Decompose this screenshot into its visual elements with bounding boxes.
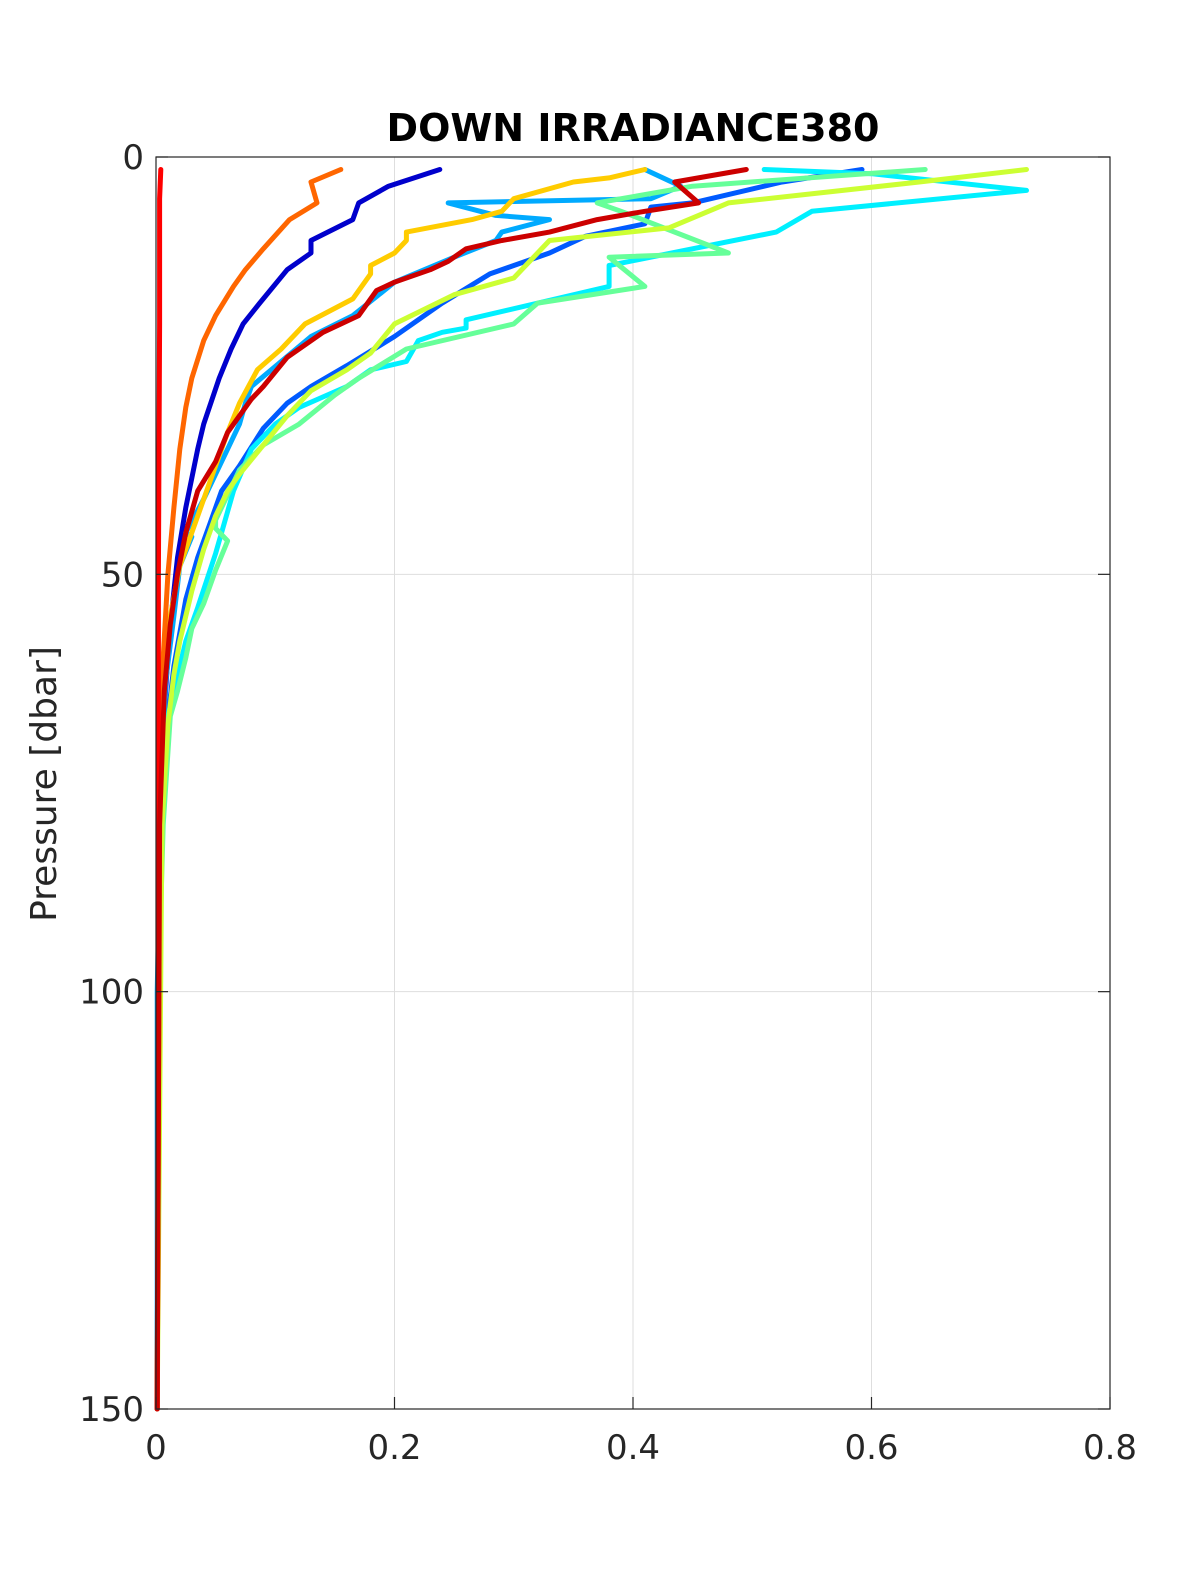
series-group — [154, 167, 1029, 1412]
series-line-6 — [154, 167, 1029, 1412]
x-tick-label: 0.4 — [606, 1428, 660, 1468]
axis-ticks: 0 0.2 0.4 0.6 0.8 0 50 100 150 — [79, 138, 1137, 1468]
x-tick-label: 0 — [145, 1428, 167, 1468]
chart-title: DOWN IRRADIANCE380 — [387, 106, 880, 150]
y-tick-label: 100 — [79, 973, 144, 1013]
y-axis-title: Pressure [dbar] — [24, 646, 65, 922]
series-line-3 — [154, 167, 684, 1412]
x-tick-label: 0.8 — [1083, 1428, 1137, 1468]
y-tick-label: 150 — [79, 1390, 144, 1430]
series-line-2 — [154, 167, 865, 1412]
y-tick-label: 0 — [122, 138, 144, 178]
series-line-8 — [154, 167, 344, 1412]
x-tick-label: 0.2 — [367, 1428, 421, 1468]
y-tick-label: 50 — [101, 555, 144, 595]
x-tick-label: 0.6 — [844, 1428, 898, 1468]
series-line-10 — [154, 167, 749, 1412]
series-line-4 — [154, 167, 1029, 1412]
